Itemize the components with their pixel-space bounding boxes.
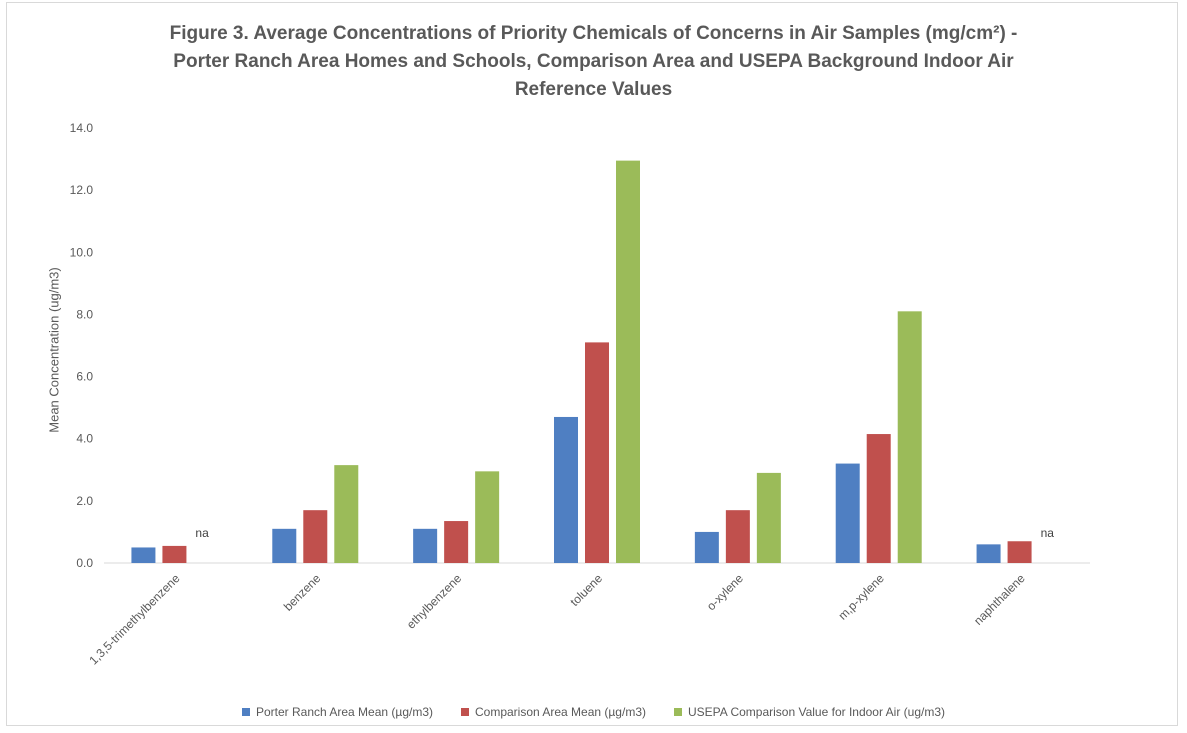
legend-item: Porter Ranch Area Mean (µg/m3) [242, 705, 433, 719]
bar [756, 472, 781, 563]
na-label: na [195, 526, 209, 540]
y-tick-label: 12.0 [70, 183, 94, 197]
bar [976, 544, 1001, 563]
legend-label: Comparison Area Mean (µg/m3) [475, 705, 646, 719]
legend-item: USEPA Comparison Value for Indoor Air (u… [673, 705, 945, 719]
bar [616, 160, 640, 563]
bar [131, 547, 156, 563]
x-tick-label: naphthalene [971, 571, 1028, 628]
y-tick-label: 2.0 [76, 494, 93, 508]
y-tick-label: 0.0 [76, 556, 93, 570]
y-tick-label: 6.0 [76, 370, 93, 384]
x-tick-label: toluene [567, 571, 605, 609]
legend-item: Comparison Area Mean (µg/m3) [461, 705, 646, 719]
y-tick-label: 8.0 [76, 307, 93, 321]
na-label: na [1041, 526, 1055, 540]
bar [897, 311, 922, 563]
legend-label: Porter Ranch Area Mean (µg/m3) [256, 705, 433, 719]
x-tick-label: o-xylene [704, 571, 746, 613]
bar [303, 510, 328, 563]
chart-title: Figure 3. Average Concentrations of Prio… [0, 20, 1187, 104]
legend-swatch [242, 708, 250, 716]
bar [272, 528, 297, 563]
x-tick-label: benzene [281, 571, 324, 614]
bar [162, 545, 187, 563]
bar [554, 416, 578, 563]
legend-label: USEPA Comparison Value for Indoor Air (u… [687, 705, 945, 719]
y-tick-label: 4.0 [76, 432, 93, 446]
chart-title-line-1: Figure 3. Average Concentrations of Prio… [169, 23, 1018, 44]
bar [694, 531, 719, 563]
chart-title-line-3: Reference Values [514, 79, 673, 100]
bar [444, 521, 469, 563]
legend: Porter Ranch Area Mean (µg/m3) Comparison… [0, 705, 1187, 719]
x-tick-label: m,p-xylene [835, 571, 887, 623]
bar [835, 463, 860, 563]
bar [1007, 541, 1032, 563]
bar [866, 434, 891, 563]
bar [334, 465, 359, 563]
y-tick-label: 10.0 [70, 245, 94, 259]
x-tick-label: 1,3,5-trimethylbenzene [86, 571, 182, 667]
bar [725, 510, 750, 563]
bar [413, 528, 438, 563]
chart-title-line-2: Porter Ranch Area Homes and Schools, Com… [173, 51, 1014, 72]
bar [585, 342, 609, 563]
y-tick-label: 14.0 [70, 121, 94, 135]
legend-swatch [461, 708, 469, 716]
bar [475, 471, 500, 563]
x-tick-label: ethylbenzene [404, 571, 465, 632]
legend-swatch [673, 708, 682, 716]
